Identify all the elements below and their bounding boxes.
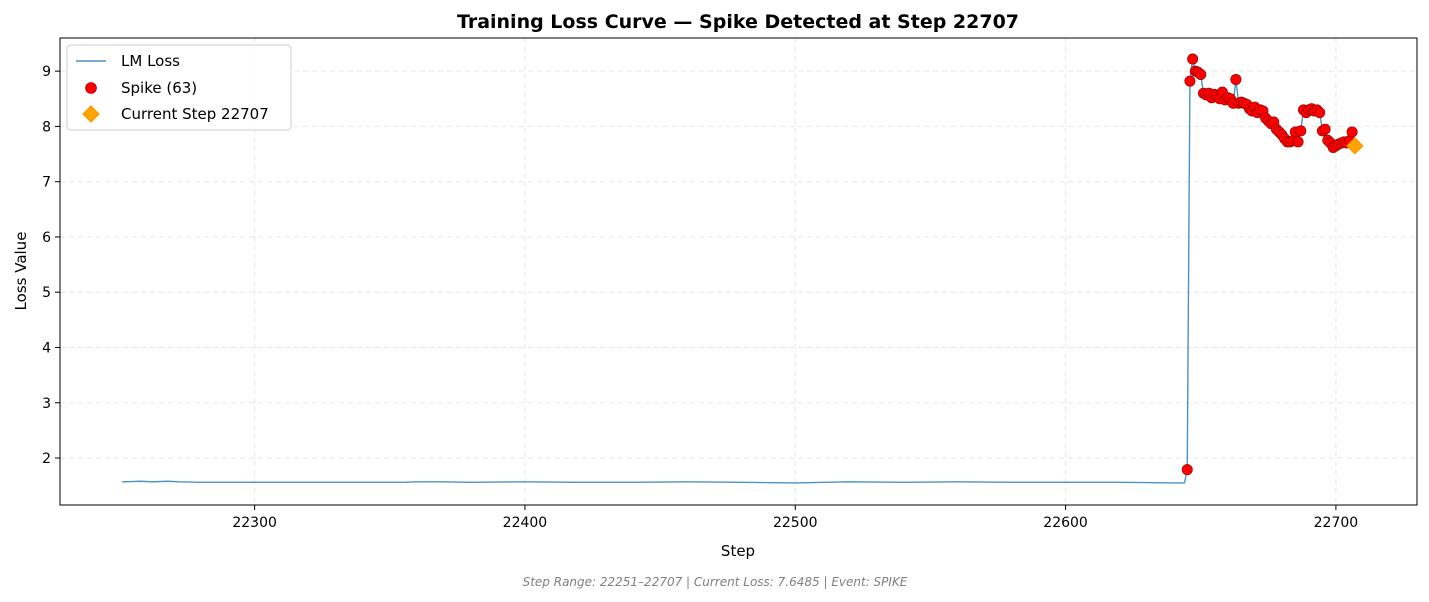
plot-frame [59, 37, 1418, 506]
y-tick-label: 7 [42, 175, 51, 191]
legend-item-spike: Spike (63) [121, 79, 197, 97]
y-tick-label: 6 [42, 230, 51, 246]
spike-point [1295, 125, 1307, 137]
x-axis-label: Step [721, 542, 755, 560]
y-tick-label: 2 [42, 451, 51, 467]
series-layer [122, 53, 1364, 484]
spike-point [1181, 464, 1193, 476]
chart-title: Training Loss Curve — Spike Detected at … [457, 11, 1019, 33]
legend-item-current-step: Current Step 22707 [121, 105, 269, 123]
current-step-marker [1346, 137, 1364, 155]
spike-point [1319, 123, 1331, 135]
y-tick-label: 5 [42, 285, 51, 301]
spike-point [1314, 107, 1326, 119]
legend: LM Loss Spike (63) Current Step 22707 [66, 44, 292, 131]
chart-footer: Step Range: 22251–22707 | Current Loss: … [523, 575, 908, 589]
x-tick-label: 22400 [503, 515, 548, 531]
x-tick-label: 22600 [1043, 515, 1088, 531]
y-axis-label: Loss Value [12, 232, 30, 311]
legend-spike-swatch [85, 82, 97, 94]
x-tick-label: 22300 [232, 515, 277, 531]
legend-current-swatch [82, 105, 100, 123]
spike-point [1292, 136, 1304, 148]
legend-item-lm-loss: LM Loss [121, 52, 180, 70]
y-tick-label: 8 [42, 119, 51, 135]
x-tick-label: 22500 [773, 515, 818, 531]
x-tick-label: 22700 [1314, 515, 1359, 531]
y-tick-label: 3 [42, 396, 51, 412]
spike-point [1230, 73, 1242, 85]
spike-point [1346, 126, 1358, 138]
spike-point [1187, 53, 1199, 65]
y-tick-label: 9 [42, 64, 51, 80]
spike-point [1195, 68, 1207, 80]
y-tick-label: 4 [42, 340, 51, 356]
legend-box [66, 44, 292, 131]
spike-point [1184, 75, 1196, 87]
axis-ticks: 22300 22400 22500 22600 22700 2 3 4 5 6 7 8 9 [42, 64, 1358, 531]
